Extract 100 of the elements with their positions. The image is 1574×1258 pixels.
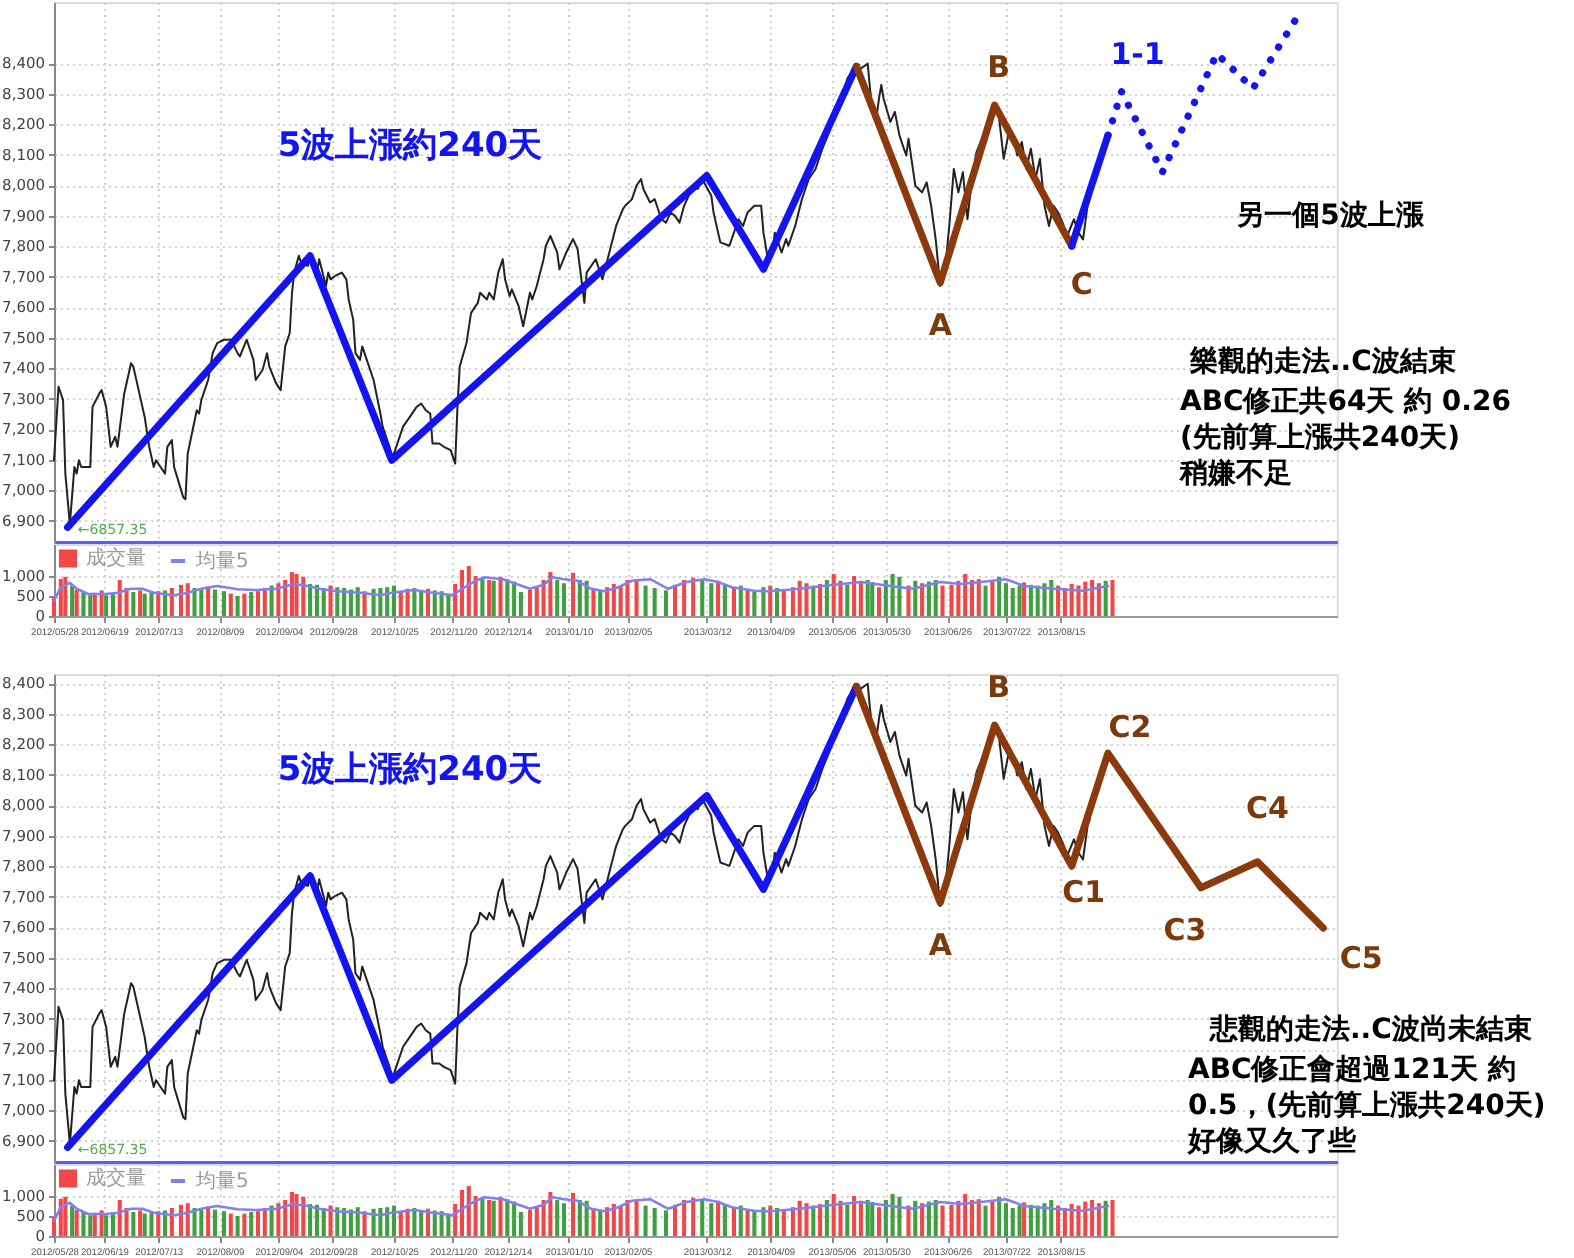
bar — [824, 580, 829, 616]
bar — [117, 580, 122, 616]
bar — [605, 1207, 610, 1236]
bar — [700, 1199, 705, 1236]
bar — [1090, 1199, 1095, 1236]
bar — [845, 584, 850, 616]
bar — [577, 580, 582, 616]
bar — [722, 584, 727, 616]
bar — [385, 1207, 390, 1236]
line-series — [63, 62, 860, 531]
bar — [598, 590, 603, 616]
bar — [1042, 1203, 1047, 1236]
bar — [255, 1211, 261, 1236]
bar — [969, 1199, 974, 1236]
bar — [897, 576, 902, 616]
bar — [314, 584, 319, 616]
bar — [997, 576, 1002, 616]
bar — [571, 1192, 576, 1236]
bar — [63, 1196, 68, 1236]
bar — [104, 595, 109, 616]
bar — [876, 1207, 882, 1236]
bar — [398, 1211, 403, 1236]
bar — [1003, 1203, 1008, 1236]
bar — [1022, 582, 1027, 616]
annotation: 另一個5波上漲 — [1236, 200, 1426, 233]
bar — [963, 574, 968, 616]
bar — [178, 584, 183, 616]
bar — [163, 1210, 168, 1236]
bar — [761, 587, 766, 616]
bar — [673, 584, 678, 616]
bar — [269, 1205, 274, 1236]
bar — [876, 587, 882, 616]
bar — [289, 572, 295, 616]
bar — [276, 1203, 281, 1236]
bar — [990, 581, 995, 616]
bar — [598, 1209, 603, 1236]
bar — [1096, 1203, 1101, 1236]
bar — [498, 1196, 503, 1236]
bar — [283, 1199, 288, 1236]
bar — [663, 590, 669, 616]
text: 5波上漲約240天 — [277, 126, 543, 167]
bar — [883, 1199, 888, 1236]
annotation: B — [987, 49, 1011, 86]
annotation: (先前算上漲共240天) — [1179, 422, 1460, 454]
bar — [634, 1199, 639, 1236]
bar — [518, 1211, 523, 1236]
bar — [505, 579, 510, 616]
bar — [131, 1211, 136, 1236]
bar — [571, 572, 576, 616]
bar — [378, 588, 383, 616]
bar — [169, 1207, 174, 1236]
bar — [838, 580, 843, 616]
bar — [498, 576, 503, 616]
bar — [1110, 1199, 1115, 1236]
bar — [745, 590, 750, 616]
bar — [1003, 583, 1008, 616]
bar — [811, 585, 816, 616]
bar — [768, 1205, 773, 1236]
bar — [1096, 583, 1101, 616]
bar — [933, 1199, 938, 1236]
bar — [70, 585, 75, 616]
bar — [439, 1211, 444, 1236]
legend-label: 成交量 — [86, 1166, 146, 1191]
bar — [1042, 583, 1047, 616]
bar — [700, 580, 705, 616]
annotation: 好像又久了些 — [1185, 1125, 1358, 1158]
bar — [192, 1207, 197, 1236]
annotation: B — [987, 669, 1011, 706]
bar — [235, 596, 240, 616]
bar — [110, 593, 115, 616]
bar — [283, 580, 288, 616]
bar — [940, 1205, 945, 1236]
bar — [555, 580, 560, 616]
bar — [1017, 1205, 1022, 1236]
bar — [308, 584, 313, 616]
bar — [527, 1209, 533, 1236]
bar — [906, 585, 911, 616]
bar — [459, 1189, 465, 1236]
bar — [117, 1199, 122, 1236]
bar — [663, 1210, 669, 1236]
bar — [466, 1185, 471, 1236]
bar — [745, 1209, 750, 1236]
bar — [731, 588, 737, 616]
bar — [913, 580, 918, 616]
bar — [1017, 585, 1022, 616]
bar — [518, 592, 523, 616]
bar — [831, 574, 836, 616]
bar — [269, 585, 274, 616]
annotation: 稍嫌不足 — [1177, 458, 1292, 490]
bar — [976, 1199, 981, 1236]
bar — [412, 588, 417, 616]
bar — [276, 583, 281, 616]
bar — [212, 589, 217, 616]
bar — [255, 591, 261, 616]
bar — [228, 1213, 233, 1236]
bar — [768, 585, 773, 616]
bar — [221, 591, 227, 616]
annotation: ABC修正會超過121天 約 — [1187, 1053, 1516, 1086]
bar — [920, 583, 925, 616]
bar — [865, 1199, 870, 1236]
